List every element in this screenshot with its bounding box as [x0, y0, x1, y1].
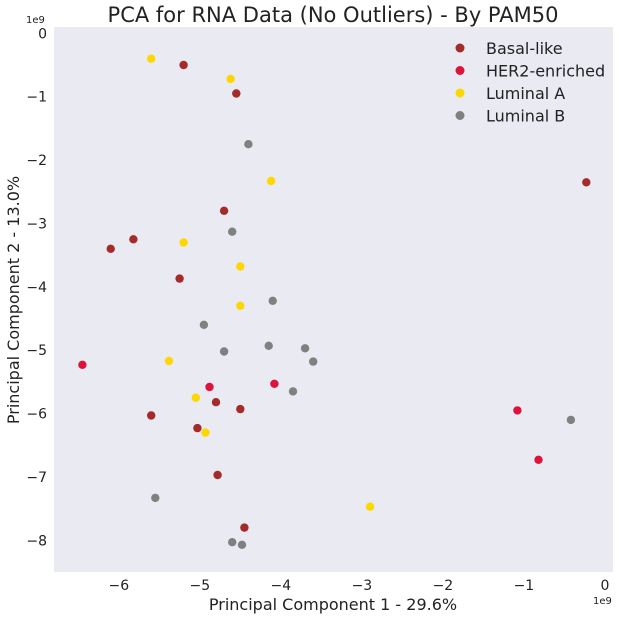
point-luminal-b-2 — [268, 296, 277, 305]
point-luminal-a-2 — [266, 176, 276, 186]
point-her2-enriched-2 — [270, 379, 279, 388]
legend-marker — [455, 111, 465, 120]
point-luminal-b-11 — [228, 538, 237, 547]
y-tick-label: −7 — [26, 470, 47, 486]
x-tick-label: −5 — [189, 578, 210, 594]
x-tick-label: 0 — [600, 578, 609, 594]
point-luminal-a-5 — [236, 301, 245, 310]
legend-label: HER2-enriched — [486, 62, 605, 81]
point-luminal-a-7 — [191, 393, 200, 402]
point-basal-like-1 — [232, 89, 241, 98]
point-basal-like-2 — [582, 178, 591, 187]
x-axis-ticks: −6 −5 −4 −3 −2 −1 0 — [108, 578, 609, 594]
y-tick-label: −3 — [26, 217, 47, 233]
point-basal-like-12 — [240, 523, 249, 532]
plot-area — [54, 27, 613, 572]
point-luminal-b-3 — [199, 320, 209, 329]
point-luminal-b-12 — [237, 540, 247, 549]
y-tick-label: −2 — [26, 153, 47, 169]
point-luminal-b-6 — [300, 344, 310, 353]
x-tick-label: −1 — [514, 578, 535, 594]
point-her2-enriched-4 — [534, 455, 543, 464]
legend-marker — [455, 43, 465, 53]
point-luminal-a-4 — [236, 262, 245, 271]
y-axis-offset-label: 1e9 — [26, 15, 45, 26]
point-luminal-a-1 — [226, 74, 235, 84]
point-her2-enriched-1 — [205, 382, 214, 392]
y-tick-label: −1 — [26, 90, 47, 106]
point-luminal-b-0 — [244, 140, 253, 149]
point-basal-like-0 — [179, 60, 188, 70]
legend-label: Basal-like — [486, 39, 563, 58]
point-basal-like-11 — [213, 470, 222, 480]
point-basal-like-6 — [175, 274, 184, 283]
point-her2-enriched-0 — [78, 360, 87, 369]
point-basal-like-10 — [193, 423, 202, 433]
point-luminal-b-1 — [228, 227, 237, 236]
point-luminal-a-6 — [164, 356, 174, 366]
legend-label: Luminal B — [486, 107, 565, 126]
point-luminal-b-7 — [309, 357, 318, 366]
point-her2-enriched-3 — [513, 406, 522, 415]
point-basal-like-7 — [211, 398, 221, 407]
legend-marker — [455, 88, 465, 98]
x-axis-label: Principal Component 1 - 29.6% — [209, 595, 457, 614]
point-basal-like-8 — [147, 411, 156, 420]
y-tick-label: −4 — [26, 280, 47, 296]
point-basal-like-9 — [236, 404, 245, 414]
chart-title: PCA for RNA Data (No Outliers) - By PAM5… — [108, 3, 559, 27]
x-tick-label: −3 — [352, 578, 373, 594]
point-luminal-a-9 — [365, 502, 375, 511]
y-tick-label: 0 — [38, 26, 47, 42]
point-luminal-a-0 — [147, 54, 156, 63]
point-luminal-b-5 — [264, 341, 273, 350]
point-basal-like-3 — [219, 206, 229, 215]
legend-label: Luminal A — [486, 84, 565, 103]
y-axis-label: Principal Component 2 - 13.0% — [4, 176, 23, 424]
x-tick-label: −6 — [108, 578, 129, 594]
point-luminal-a-8 — [201, 428, 210, 437]
point-luminal-b-10 — [151, 493, 160, 503]
y-tick-label: −5 — [26, 343, 47, 359]
point-luminal-b-8 — [288, 387, 298, 396]
legend-marker — [455, 66, 465, 75]
point-luminal-b-4 — [219, 347, 229, 356]
y-axis-ticks: 0 −1 −2 −3 −4 −5 −6 −7 −8 — [26, 26, 47, 549]
point-basal-like-4 — [129, 235, 138, 244]
x-axis-offset-label: 1e9 — [593, 596, 612, 607]
data-points — [78, 54, 591, 549]
x-tick-label: −4 — [270, 578, 291, 594]
point-luminal-a-3 — [179, 238, 188, 247]
y-tick-label: −6 — [26, 407, 47, 423]
point-luminal-b-9 — [566, 415, 576, 425]
legend: Basal-like HER2-enriched Luminal A Luminal … — [455, 39, 605, 126]
x-tick-label: −2 — [433, 578, 454, 594]
y-tick-label: −8 — [26, 533, 47, 549]
point-basal-like-5 — [106, 244, 115, 253]
